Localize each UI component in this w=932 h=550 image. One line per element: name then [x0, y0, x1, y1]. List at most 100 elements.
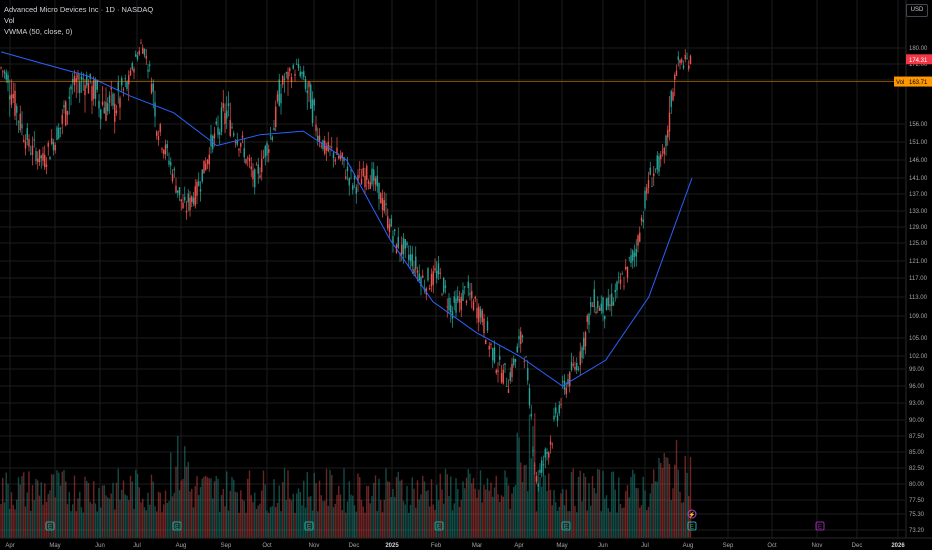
volume-bar [308, 496, 310, 538]
volume-bar [439, 473, 441, 538]
time-tick-label: Oct [262, 543, 272, 549]
time-tick-label: Dec [852, 543, 863, 549]
volume-bar [37, 480, 39, 538]
candle-body [588, 313, 590, 325]
volume-bar [486, 478, 489, 538]
price-axis[interactable]: 180.00172.00164.00156.00151.00146.00141.… [894, 0, 932, 538]
volume-bar [133, 508, 135, 538]
candle-body [577, 368, 580, 370]
volume-bar [89, 501, 91, 538]
volume-bar [495, 475, 497, 538]
candle-body [280, 93, 282, 104]
volume-bar [479, 470, 482, 538]
candle-body [150, 84, 153, 94]
volume-bar [283, 468, 286, 538]
volume-bar [171, 496, 174, 538]
candle-body [682, 65, 685, 69]
candle-body [612, 301, 615, 306]
candle-body [318, 135, 321, 142]
candle-body [129, 70, 132, 76]
volume-bar [549, 489, 552, 538]
price-tick-label: 93.00 [909, 401, 925, 407]
volume-bar [154, 506, 156, 538]
volume-bar [114, 509, 116, 538]
volume-bar [646, 510, 648, 538]
volume-bar [82, 512, 84, 538]
candle-body [47, 142, 49, 147]
candle-body [633, 252, 636, 257]
candle-body [72, 78, 74, 83]
volume-bar [422, 475, 424, 538]
candle-body [9, 95, 11, 100]
candle-body [364, 175, 366, 188]
time-tick-label: Feb [431, 543, 442, 549]
chart-legend: Advanced Micro Devices Inc · 1D · NASDAQ… [4, 4, 153, 37]
volume-bar [591, 475, 594, 538]
candle-body [35, 151, 37, 161]
candle-body [248, 158, 251, 162]
volume-bar [500, 495, 503, 538]
candle-body [499, 356, 501, 360]
price-tick-label: 77.50 [909, 498, 925, 504]
split-marker-label: ⚡ [689, 511, 696, 518]
volume-bar [600, 511, 602, 538]
candle-body [240, 143, 242, 147]
volume-bar [233, 479, 235, 538]
candle-body [220, 107, 223, 132]
candle-body [308, 81, 310, 88]
candle-body [229, 120, 231, 137]
volume-bar [115, 482, 118, 538]
volume-bar [661, 467, 664, 538]
candle-body [546, 452, 548, 455]
candle-body [180, 199, 182, 202]
candle-body [91, 86, 93, 101]
volume-bar [679, 491, 681, 538]
candle-body [233, 133, 235, 136]
volume-bar [135, 469, 137, 538]
volume-bar [220, 494, 223, 538]
candle-body [147, 69, 149, 72]
candle-body [199, 189, 202, 192]
candle-body [558, 404, 560, 414]
candle-body [243, 148, 245, 158]
candle-body [579, 351, 581, 365]
volume-bar [271, 506, 273, 538]
candle-body [450, 305, 452, 313]
candle-body [203, 160, 205, 174]
candle-body [418, 273, 420, 281]
volume-bar [429, 506, 431, 538]
time-tick-label: Nov [309, 543, 320, 549]
volume-bar [577, 476, 580, 538]
candle-body [325, 145, 328, 151]
candle-body [644, 190, 646, 209]
volume-bar [47, 493, 49, 538]
candle-body [422, 275, 424, 278]
volume-bar [567, 511, 569, 538]
candle-body [222, 103, 224, 108]
volume-bar [637, 488, 639, 538]
volume-bar [415, 507, 417, 538]
candle-body [205, 163, 207, 170]
volume-bar [635, 487, 637, 538]
candle-body [247, 157, 249, 159]
candle-body [114, 103, 116, 123]
volume-bar [516, 432, 518, 538]
volume-bar [145, 510, 147, 538]
time-axis[interactable]: Apr May Jun Jul Aug Sep Oct Nov Dec 2025 Feb Mar Apr… [0, 537, 932, 550]
candle-body [628, 257, 630, 259]
candle-body [45, 164, 48, 167]
candle-body [586, 315, 588, 323]
volume-bar [668, 464, 671, 538]
currency-button[interactable]: USD [906, 4, 928, 17]
time-tick-label: May [49, 543, 60, 549]
candle-body [292, 65, 294, 69]
candle-body [446, 306, 448, 308]
volume-bar [651, 483, 653, 538]
candle-body [19, 113, 21, 131]
candle-body [28, 139, 30, 147]
volume-bar [612, 471, 615, 538]
candle-body [668, 112, 671, 132]
candle-body [451, 311, 454, 319]
candle-body [602, 297, 604, 313]
